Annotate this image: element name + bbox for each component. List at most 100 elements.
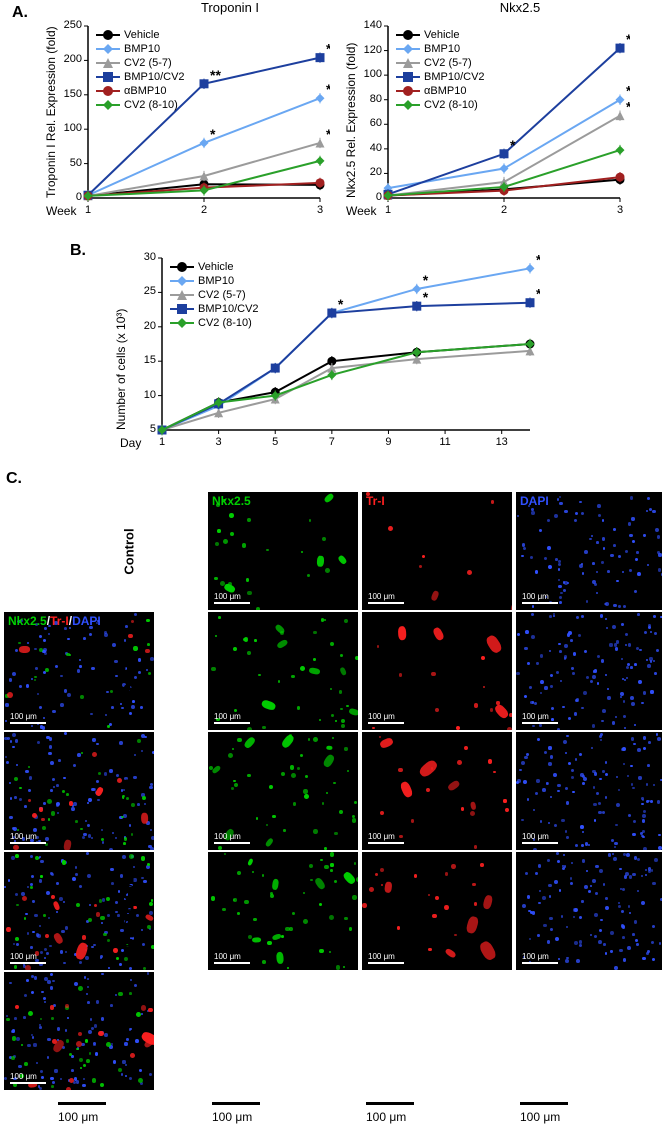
troponin-xtick: 2 bbox=[194, 204, 214, 216]
micrograph: 100 μm bbox=[4, 972, 154, 1090]
nkx-ytick: 60 bbox=[354, 117, 382, 129]
bottom-scalebar-text: 100 μm bbox=[58, 1110, 98, 1124]
legend-item: CV2 (5-7) bbox=[396, 56, 485, 70]
svg-text:*: * bbox=[423, 272, 429, 288]
scalebar-text: 100 μm bbox=[10, 832, 37, 841]
micrograph: 100 μm bbox=[208, 612, 358, 730]
nkx-ytick: 140 bbox=[354, 19, 382, 31]
panel-c: C. Control100 μmNkx2.5100 μmTr-I100 μmDA… bbox=[0, 470, 662, 1124]
micrograph: 100 μmNkx2.5 bbox=[208, 492, 358, 610]
bottom-scalebar-text: 100 μm bbox=[366, 1110, 406, 1124]
troponin-xlabel: Week bbox=[46, 204, 76, 218]
scalebar bbox=[368, 722, 404, 724]
micrograph: 100 μm bbox=[516, 612, 662, 730]
legend-item: Vehicle bbox=[396, 28, 485, 42]
troponin-ytick: 150 bbox=[54, 88, 82, 100]
legend-item: BMP10/CV2 bbox=[170, 302, 259, 316]
svg-text:*: * bbox=[210, 126, 216, 142]
svg-text:**: ** bbox=[326, 41, 330, 57]
legend-label: CV2 (5-7) bbox=[424, 56, 472, 70]
micrograph: 100 μmTr-I bbox=[362, 492, 512, 610]
panel-b-label: B. bbox=[70, 242, 86, 260]
nkx-ytick: 120 bbox=[354, 44, 382, 56]
legend-label: BMP10 bbox=[198, 274, 234, 288]
nkx-ytick: 80 bbox=[354, 93, 382, 105]
legend-label: BMP10 bbox=[124, 42, 160, 56]
troponin-ytick: 50 bbox=[54, 157, 82, 169]
micrograph: 100 μm bbox=[362, 732, 512, 850]
troponin-chart: *******Troponin I Rel. Expression (fold)… bbox=[40, 18, 330, 228]
legend-item: CV2 (5-7) bbox=[170, 288, 259, 302]
figure-root: A. Troponin I Nkx2.5 *******Troponin I R… bbox=[0, 0, 662, 1124]
legend-item: Vehicle bbox=[170, 260, 259, 274]
panel-a-label: A. bbox=[12, 4, 28, 22]
scalebar-text: 100 μm bbox=[214, 712, 241, 721]
scalebar bbox=[214, 722, 250, 724]
row-label: Control bbox=[54, 492, 204, 610]
cellcount-xtick: 9 bbox=[378, 436, 398, 448]
cellcount-ytick: 30 bbox=[128, 251, 156, 263]
legend-label: Vehicle bbox=[124, 28, 159, 42]
troponin-xtick: 1 bbox=[78, 204, 98, 216]
bottom-scalebar: 100 μm bbox=[516, 1096, 662, 1124]
svg-text:*: * bbox=[326, 81, 330, 97]
scalebar bbox=[522, 722, 558, 724]
micrograph: 100 μmDAPI bbox=[516, 492, 662, 610]
scalebar bbox=[522, 842, 558, 844]
cellcount-ytick: 15 bbox=[128, 354, 156, 366]
troponin-ytick: 100 bbox=[54, 122, 82, 134]
svg-text:*: * bbox=[510, 137, 516, 153]
nkx-xlabel: Week bbox=[346, 204, 376, 218]
scalebar-text: 100 μm bbox=[214, 952, 241, 961]
micrograph: 100 μm bbox=[208, 852, 358, 970]
cellcount-xtick: 5 bbox=[265, 436, 285, 448]
troponin-ytick: 0 bbox=[54, 191, 82, 203]
legend-item: BMP10 bbox=[96, 42, 185, 56]
legend-item: αBMP10 bbox=[96, 84, 185, 98]
troponin-chart-title: Troponin I bbox=[100, 0, 360, 15]
nkx-ytick: 40 bbox=[354, 142, 382, 154]
scalebar-text: 100 μm bbox=[522, 832, 549, 841]
legend-item: CV2 (5-7) bbox=[96, 56, 185, 70]
nkx-ytick: 100 bbox=[354, 68, 382, 80]
legend-label: αBMP10 bbox=[424, 84, 466, 98]
bottom-scalebar-row: 100 μm 100 μm 100 μm 100 μm bbox=[0, 1096, 662, 1124]
legend-label: BMP10/CV2 bbox=[198, 302, 259, 316]
legend-item: αBMP10 bbox=[396, 84, 485, 98]
nkx-ytick: 0 bbox=[354, 191, 382, 203]
troponin-ylabel: Troponin I Rel. Expression (fold) bbox=[44, 26, 58, 198]
scalebar-text: 100 μm bbox=[214, 592, 241, 601]
micrograph: 100 μm bbox=[362, 852, 512, 970]
svg-text:**: ** bbox=[626, 31, 630, 47]
scalebar bbox=[368, 602, 404, 604]
svg-text:*: * bbox=[338, 296, 344, 312]
scalebar bbox=[368, 962, 404, 964]
micrograph: 100 μm bbox=[516, 732, 662, 850]
legend-item: BMP10 bbox=[170, 274, 259, 288]
legend-item: BMP10/CV2 bbox=[396, 70, 485, 84]
scalebar bbox=[368, 842, 404, 844]
scalebar bbox=[522, 962, 558, 964]
panel-b: B. *****Number of cells (x 10³)Day510152… bbox=[0, 240, 662, 470]
legend-label: αBMP10 bbox=[124, 84, 166, 98]
scalebar-text: 100 μm bbox=[10, 712, 37, 721]
svg-text:*: * bbox=[536, 286, 540, 302]
micrograph-grid: Control100 μmNkx2.5100 μmTr-I100 μmDAPI1… bbox=[0, 492, 662, 1090]
scalebar bbox=[10, 842, 46, 844]
channel-label: Nkx2.5/Tr-I/DAPI bbox=[8, 614, 101, 628]
nkx-legend: Vehicle BMP10 CV2 (5-7) BMP10/CV2 αBMP10… bbox=[396, 28, 485, 112]
svg-text:*: * bbox=[626, 99, 630, 115]
panel-c-label: C. bbox=[6, 470, 662, 488]
svg-text:*: * bbox=[423, 289, 429, 305]
legend-label: CV2 (8-10) bbox=[198, 316, 252, 330]
legend-label: Vehicle bbox=[198, 260, 233, 274]
svg-text:*: * bbox=[326, 126, 330, 142]
micrograph: 100 μm bbox=[208, 732, 358, 850]
channel-label: DAPI bbox=[520, 494, 549, 508]
bottom-scalebar: 100 μm bbox=[208, 1096, 358, 1124]
troponin-ytick: 200 bbox=[54, 53, 82, 65]
cellcount-xlabel: Day bbox=[120, 436, 141, 450]
legend-item: BMP10 bbox=[396, 42, 485, 56]
nkx-xtick: 2 bbox=[494, 204, 514, 216]
troponin-ytick: 250 bbox=[54, 19, 82, 31]
